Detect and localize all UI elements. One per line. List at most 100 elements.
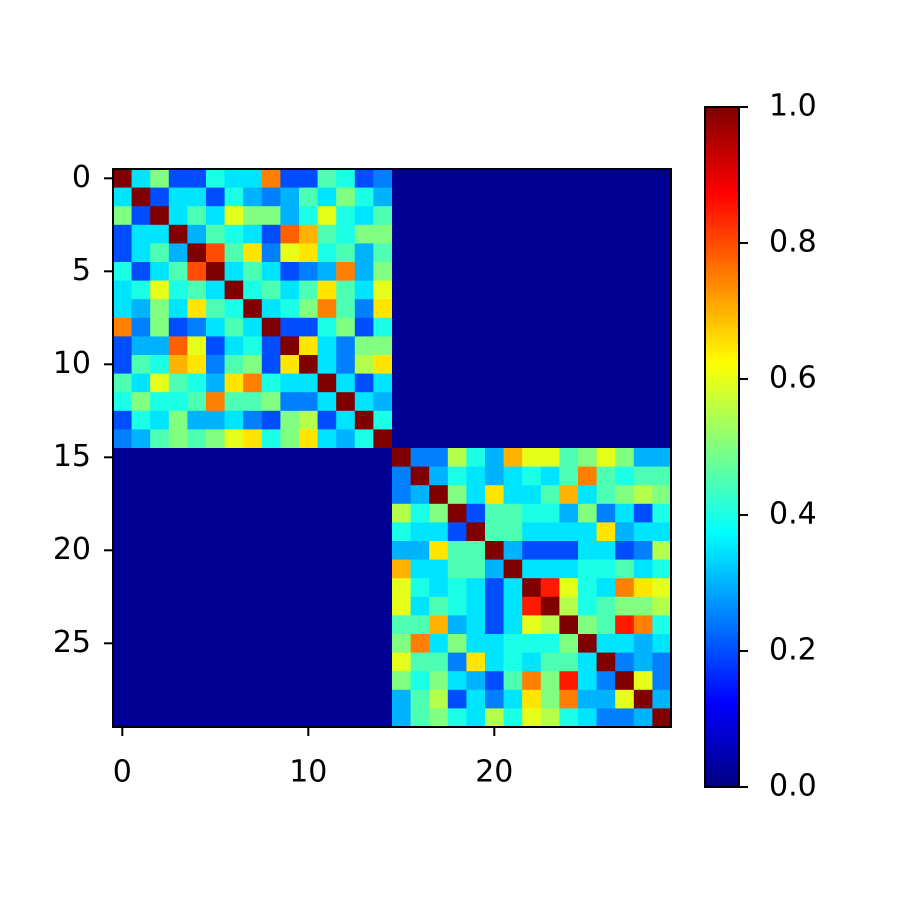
- colorbar-tick-label: 0.0: [769, 769, 817, 804]
- cell: [447, 280, 467, 300]
- colorbar-strip: [705, 736, 739, 740]
- cell: [243, 671, 263, 691]
- cell: [131, 224, 151, 244]
- cell: [596, 448, 616, 468]
- cell: [113, 596, 133, 616]
- cell: [373, 596, 393, 616]
- colorbar-strip: [705, 501, 739, 506]
- cell: [578, 262, 598, 282]
- cell: [392, 671, 412, 691]
- cell: [336, 708, 356, 728]
- colorbar-strip: [705, 212, 739, 217]
- cell: [652, 485, 672, 505]
- colorbar-strip: [705, 283, 739, 288]
- cell: [429, 689, 449, 709]
- cell: [336, 355, 356, 375]
- cell: [187, 224, 207, 244]
- cell: [652, 522, 672, 542]
- cell: [373, 169, 393, 189]
- colorbar-strip: [705, 260, 739, 264]
- colorbar-strip: [705, 304, 739, 309]
- cell: [317, 410, 337, 430]
- colorbar-strip: [705, 518, 739, 523]
- colorbar-strip: [705, 280, 739, 285]
- y-tick-label: 5: [72, 253, 91, 288]
- cell: [113, 262, 133, 282]
- x-tick-label: 10: [289, 755, 327, 790]
- cell: [559, 355, 579, 375]
- cell: [243, 169, 263, 189]
- colorbar-strip: [705, 355, 739, 360]
- cell: [113, 578, 133, 598]
- cell: [522, 187, 542, 207]
- cell: [317, 317, 337, 337]
- cell: [354, 317, 374, 337]
- cell: [373, 503, 393, 523]
- cell: [410, 187, 430, 207]
- colorbar-strip: [705, 681, 739, 686]
- cell: [280, 355, 300, 375]
- cell: [113, 317, 133, 337]
- colorbar-strip: [705, 780, 739, 785]
- cell: [317, 596, 337, 616]
- cell: [150, 615, 170, 635]
- cell: [373, 262, 393, 282]
- cell: [299, 689, 319, 709]
- cell: [596, 373, 616, 393]
- cell: [224, 299, 244, 319]
- colorbar-strip: [705, 362, 739, 366]
- cell: [559, 336, 579, 356]
- colorbar-strip: [705, 324, 739, 329]
- cell: [206, 299, 226, 319]
- cell: [299, 299, 319, 319]
- cell: [206, 317, 226, 337]
- cell: [652, 373, 672, 393]
- cell: [299, 429, 319, 449]
- cell: [150, 206, 170, 226]
- cell: [429, 187, 449, 207]
- cell: [559, 448, 579, 468]
- colorbar-strip: [705, 396, 739, 400]
- cell: [578, 466, 598, 486]
- cell: [596, 596, 616, 616]
- cell: [299, 578, 319, 598]
- cell: [280, 243, 300, 263]
- cell: [615, 596, 635, 616]
- cell: [131, 634, 151, 654]
- x-tick-label: 0: [113, 755, 132, 790]
- colorbar-strip: [705, 147, 739, 152]
- cell: [652, 355, 672, 375]
- colorbar-strip: [705, 627, 739, 632]
- colorbar-strip: [705, 596, 739, 601]
- cell: [392, 541, 412, 561]
- cell: [540, 243, 560, 263]
- cell: [168, 410, 188, 430]
- colorbar-strip: [705, 175, 739, 179]
- cell: [224, 689, 244, 709]
- cell: [317, 280, 337, 300]
- cell: [447, 578, 467, 598]
- colorbar-strip: [705, 695, 739, 700]
- cell: [261, 485, 281, 505]
- colorbar-strip: [705, 491, 739, 496]
- cell: [578, 503, 598, 523]
- cell: [466, 355, 486, 375]
- cell: [299, 652, 319, 672]
- cell: [113, 392, 133, 412]
- cell: [243, 485, 263, 505]
- cell: [317, 559, 337, 579]
- cell: [243, 224, 263, 244]
- cell: [150, 541, 170, 561]
- cell: [131, 373, 151, 393]
- cell: [596, 169, 616, 189]
- cell: [113, 224, 133, 244]
- cell: [447, 317, 467, 337]
- cell: [596, 541, 616, 561]
- cell: [187, 317, 207, 337]
- cell: [522, 355, 542, 375]
- cell: [131, 392, 151, 412]
- cell: [131, 206, 151, 226]
- cell: [485, 280, 505, 300]
- cell: [466, 206, 486, 226]
- cell: [429, 373, 449, 393]
